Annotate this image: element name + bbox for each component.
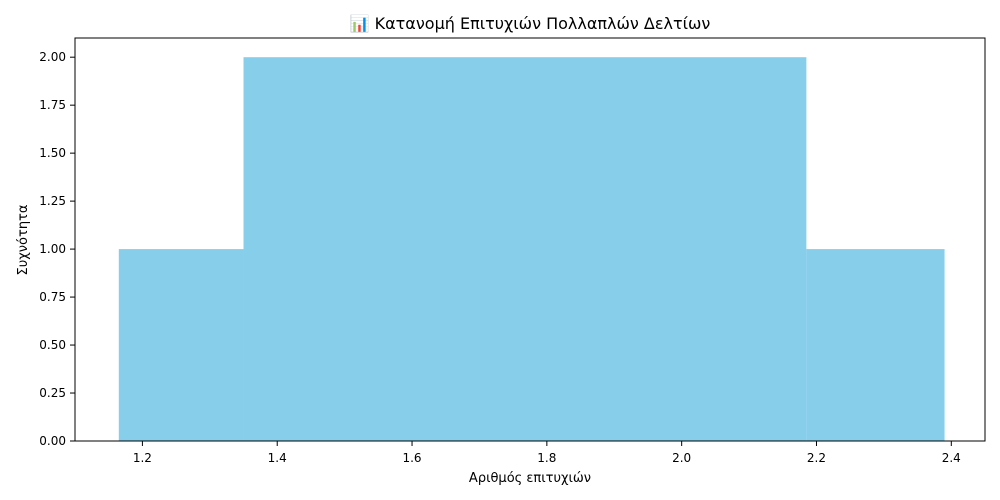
y-tick-label: 0.25 <box>39 386 66 400</box>
bars-group <box>118 57 945 441</box>
x-tick-label: 1.2 <box>133 451 152 465</box>
x-tick-label: 2.0 <box>672 451 691 465</box>
x-axis-ticks: 1.2 1.4 1.6 1.8 2.0 2.2 2.4 <box>133 441 961 465</box>
y-tick-label: 1.50 <box>39 146 66 160</box>
histogram-bar <box>806 249 945 441</box>
y-tick-label: 1.25 <box>39 194 66 208</box>
y-tick-label: 0.00 <box>39 434 66 448</box>
x-tick-label: 2.4 <box>942 451 961 465</box>
histogram-bar <box>118 249 244 441</box>
chart-title: 📊 Κατανομή Επιτυχιών Πολλαπλών Δελτίων <box>350 14 711 33</box>
y-tick-label: 1.75 <box>39 98 66 112</box>
y-axis-ticks: 0.00 0.25 0.50 0.75 1.00 1.25 1.50 1.75 2.00 <box>39 50 75 448</box>
x-axis-label: Αριθμός επιτυχιών <box>469 471 591 486</box>
x-tick-label: 1.4 <box>268 451 287 465</box>
y-tick-label: 0.75 <box>39 290 66 304</box>
y-tick-label: 2.00 <box>39 50 66 64</box>
x-tick-label: 1.6 <box>402 451 421 465</box>
histogram-bar <box>243 57 807 441</box>
x-tick-label: 1.8 <box>537 451 556 465</box>
y-tick-label: 0.50 <box>39 338 66 352</box>
y-tick-label: 1.00 <box>39 242 66 256</box>
y-axis-label: Συχνότητα <box>16 205 31 276</box>
x-tick-label: 2.2 <box>807 451 826 465</box>
plot-frame <box>74 37 986 442</box>
